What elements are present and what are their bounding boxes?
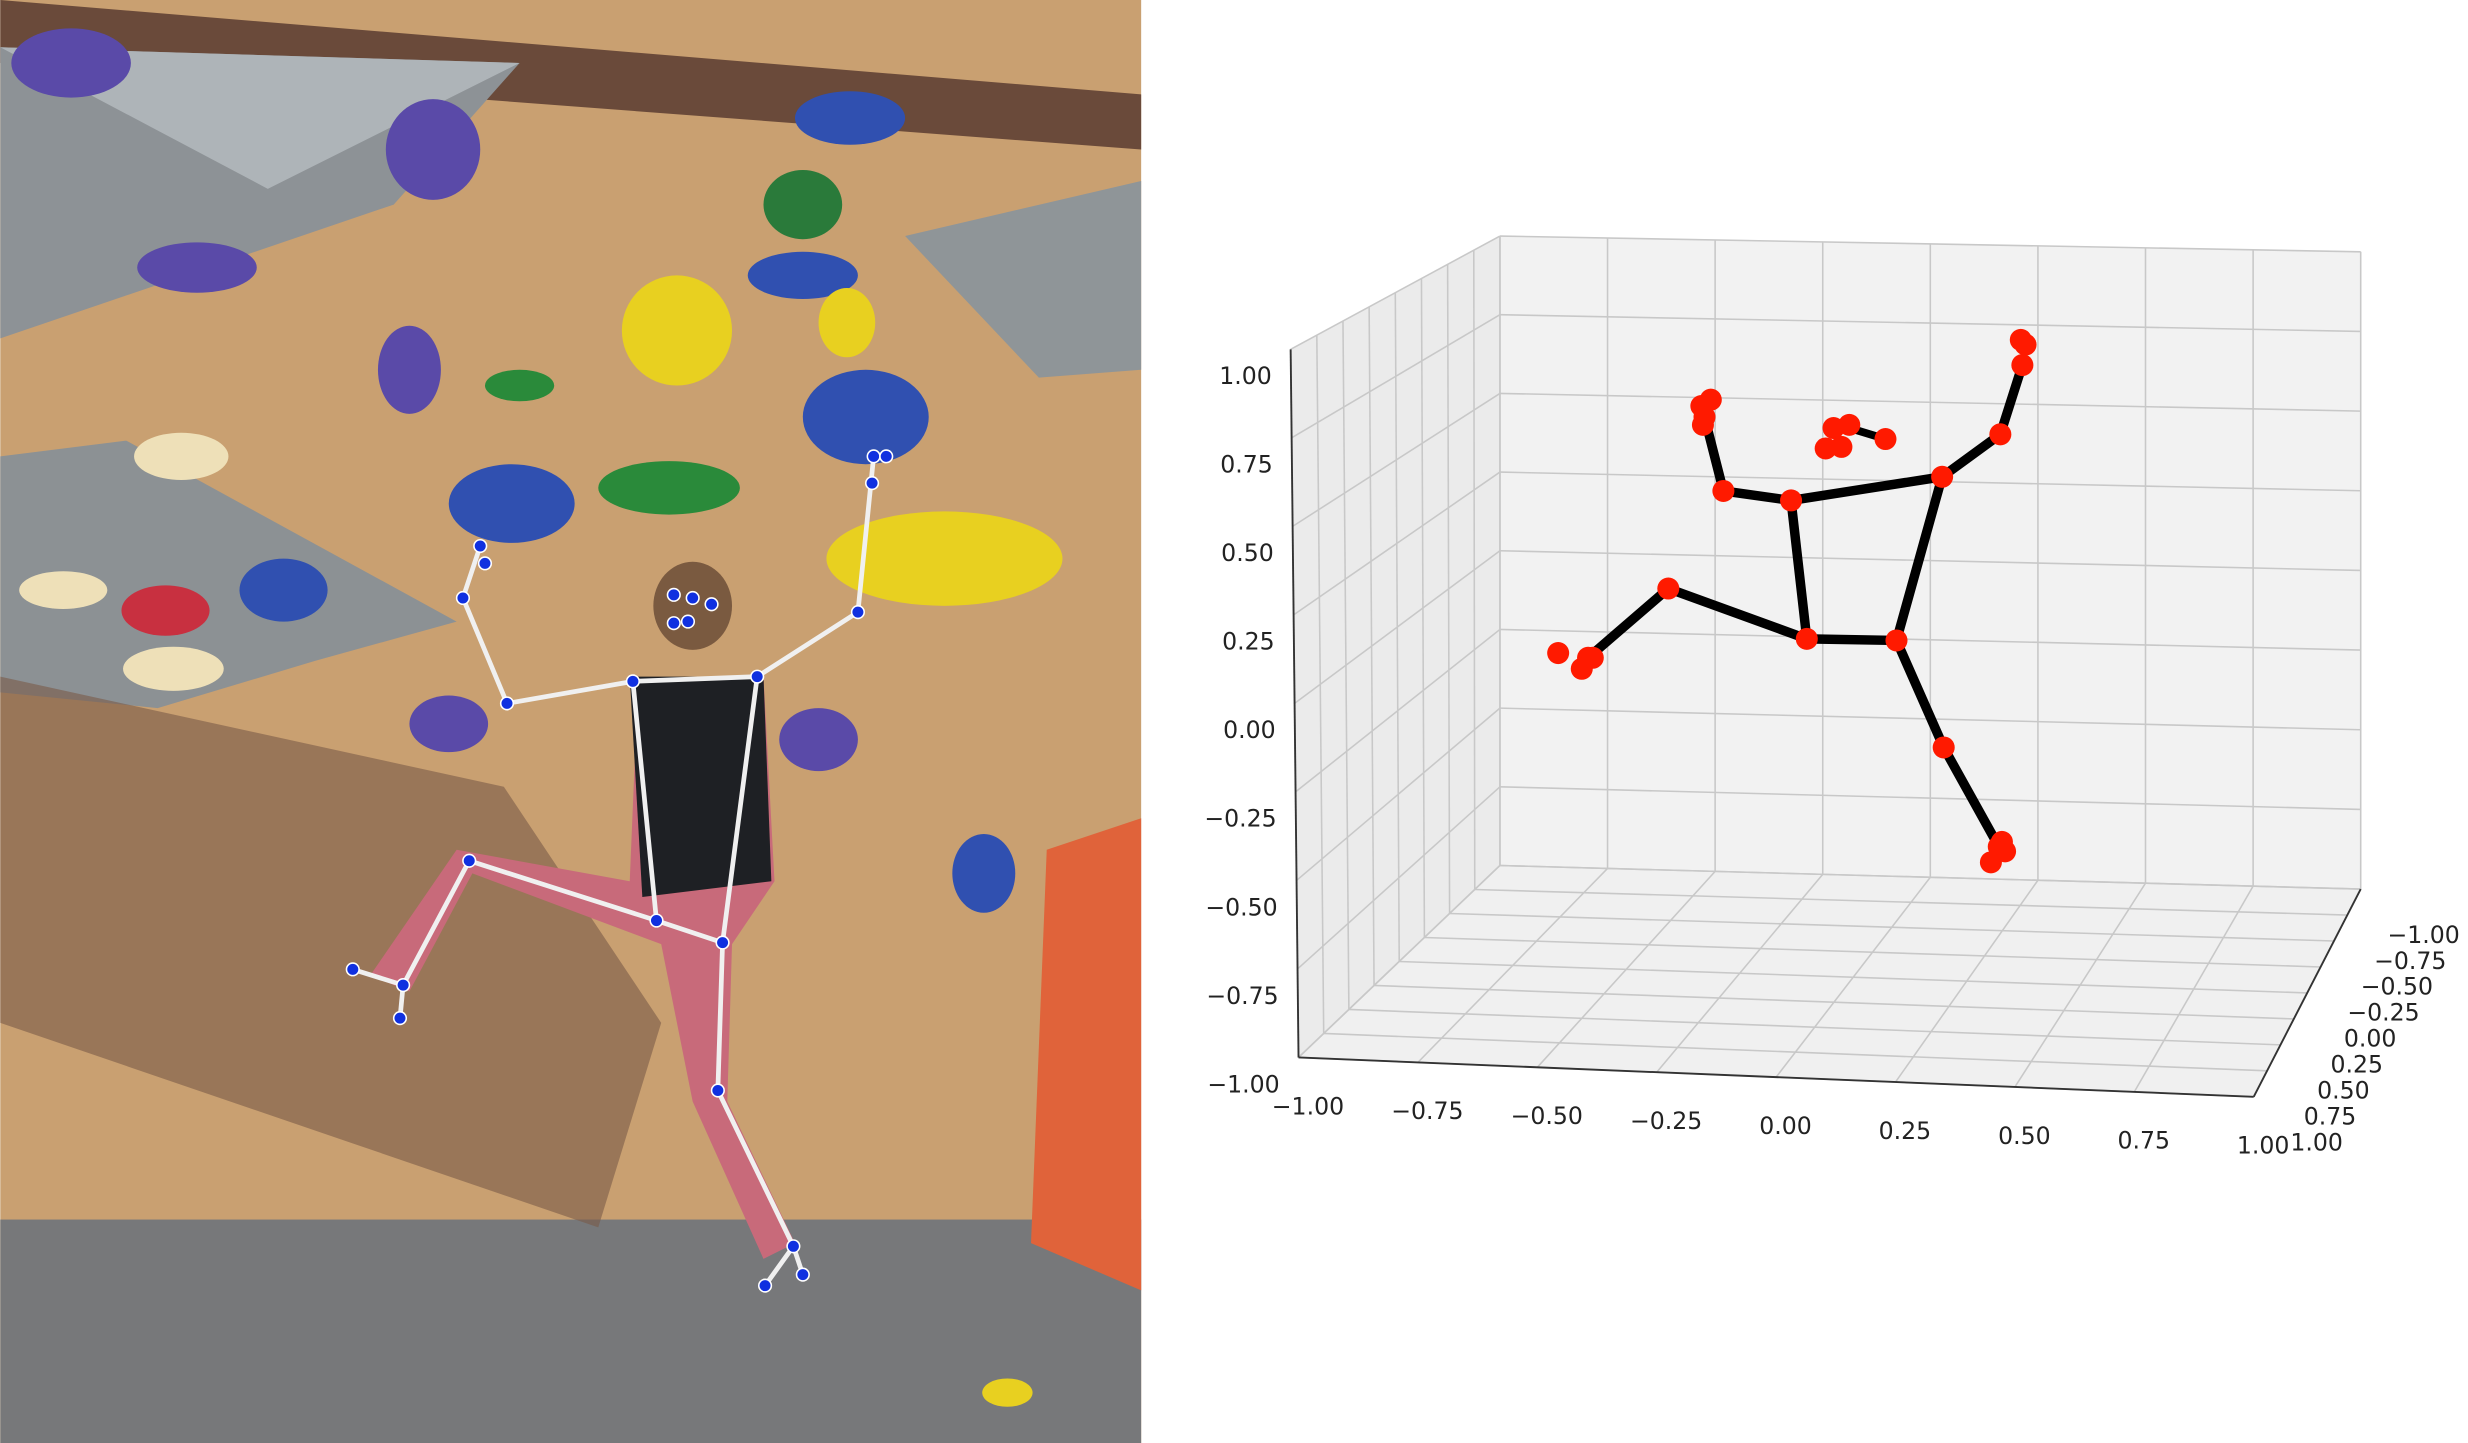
bone [1663, 583, 1812, 644]
grid-line [1297, 864, 1501, 1059]
tick-label: −0.25 [1630, 1107, 1702, 1135]
grid-line [1499, 786, 2361, 811]
tick-label: 0.50 [1221, 539, 1274, 567]
bone [1583, 583, 1674, 663]
grid-line [1499, 628, 2361, 651]
grid-line [1399, 960, 2308, 994]
tick-label: 0.00 [1759, 1112, 1812, 1140]
tick-label: 0.25 [2330, 1051, 2383, 1079]
axis-line [2252, 888, 2362, 1098]
joint [1885, 629, 1908, 652]
grid-line [2133, 885, 2254, 1093]
joint [1780, 489, 1803, 512]
tick-label: −1.00 [2387, 921, 2459, 949]
joint [1657, 577, 1680, 600]
tick-label: −0.50 [1511, 1102, 1583, 1130]
tick-label: 1.00 [2237, 1132, 2290, 1160]
bone [1937, 429, 2006, 482]
tick-label: 0.00 [1223, 716, 1276, 744]
axis-line [1298, 1056, 2254, 1098]
grid-line [1296, 707, 1501, 882]
tick-label: −0.75 [1206, 982, 1278, 1010]
bone [1938, 742, 2004, 852]
tick-label: 0.75 [1220, 451, 1273, 479]
joint [1989, 423, 2012, 446]
tick-label: −1.00 [1272, 1092, 1344, 1120]
joint [1712, 479, 1735, 502]
tick-label: 0.50 [1998, 1122, 2051, 1150]
grid-line [1499, 549, 2361, 572]
joint [1994, 840, 2017, 863]
tick-label: 0.25 [1222, 628, 1275, 656]
tick-label: 0.25 [1879, 1117, 1932, 1145]
grid-line [1474, 888, 2348, 916]
tick-label: 0.00 [2344, 1025, 2397, 1053]
grid-line [1297, 786, 1501, 970]
tick-label: 1.00 [2290, 1129, 2343, 1157]
joint [1932, 736, 1955, 759]
joint [1838, 413, 1861, 436]
joint [1931, 465, 1954, 488]
skeleton-3d [1547, 328, 2037, 874]
bone [1891, 635, 1949, 753]
joint [1814, 437, 1837, 460]
grid-line [1424, 936, 2321, 968]
grid [1289, 235, 2362, 1098]
joint [1874, 428, 1897, 451]
bone [1891, 472, 1947, 646]
bone [1718, 486, 1796, 506]
grid-line [1472, 250, 1476, 890]
grid-line [1894, 879, 2039, 1083]
joint [1699, 388, 1722, 411]
bone [1802, 634, 1902, 646]
joint [1581, 646, 1604, 669]
joint [2011, 354, 2034, 377]
grid-line [1499, 864, 2361, 890]
grid-line [1446, 264, 1451, 914]
tick-label: 0.75 [2117, 1127, 2170, 1155]
bone [1786, 495, 1812, 644]
axis-line [1289, 349, 1300, 1058]
tick-label: −0.75 [2374, 947, 2446, 975]
tick-label: −1.00 [1207, 1070, 1279, 1098]
grid-line [1294, 550, 1501, 705]
tick-label: −0.75 [1391, 1097, 1463, 1125]
bone [1995, 360, 2028, 440]
joint [1691, 413, 1714, 436]
grid-line [1449, 912, 2334, 942]
tick-label: −0.50 [2361, 973, 2433, 1001]
grid-line [1420, 278, 1426, 938]
photo [0, 0, 1142, 1443]
bone [1786, 472, 1947, 506]
tick-label: −0.25 [2347, 999, 2419, 1027]
plot-3d: 1.000.750.500.250.00−0.25−0.50−0.75−1.00… [1204, 235, 2460, 1160]
tick-label: 0.50 [2317, 1077, 2370, 1105]
tick-label: 0.75 [2304, 1103, 2357, 1131]
grid-line [1295, 628, 1501, 793]
grid-line [2014, 882, 2147, 1088]
tick-label: −0.25 [1204, 805, 1276, 833]
joint [1547, 642, 1570, 665]
joint [2014, 333, 2037, 356]
tick-label: 1.00 [1219, 362, 1272, 390]
joint [1795, 627, 1818, 650]
tick-labels: 1.000.750.500.250.00−0.25−0.50−0.75−1.00… [1204, 362, 2459, 1159]
tick-label: −0.50 [1205, 893, 1277, 921]
